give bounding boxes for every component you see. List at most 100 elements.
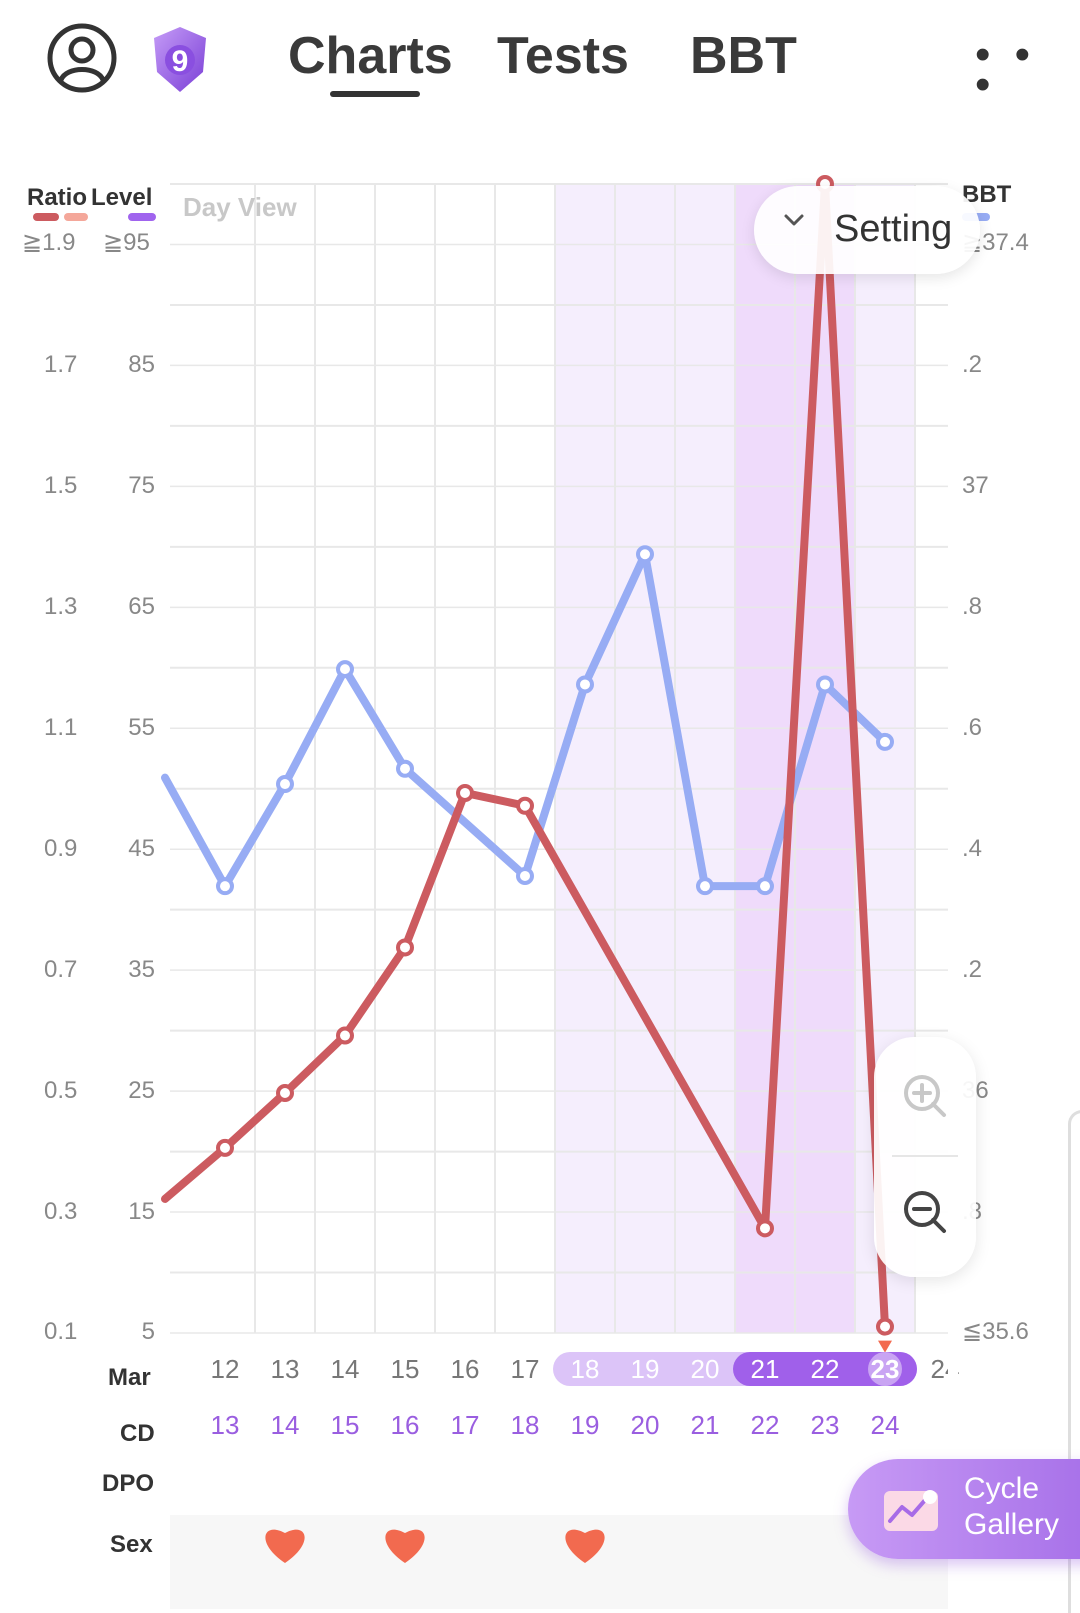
- day-view-label: Day View: [183, 192, 297, 222]
- ratio-data-point: [216, 1138, 234, 1157]
- bbt-data-point: [576, 675, 594, 694]
- date-label: 17: [511, 1354, 540, 1384]
- bbt-tick-label: .2: [962, 956, 982, 983]
- date-label: 21: [751, 1354, 780, 1384]
- setting-button[interactable]: Setting: [754, 186, 980, 274]
- ratio-tick-label: 0.5: [44, 1077, 77, 1104]
- ratio-data-point: [876, 1317, 894, 1336]
- level-tick-label: 55: [128, 714, 155, 741]
- bbt-tick-label: .8: [962, 593, 982, 620]
- bbt-data-point: [396, 759, 414, 778]
- date-label: 12: [211, 1354, 240, 1384]
- cycle-day-label: 22: [751, 1410, 780, 1440]
- cycle-day-label: 15: [331, 1410, 360, 1440]
- trend-chart-icon: [884, 1490, 938, 1531]
- cycle-day-label: 16: [391, 1410, 420, 1440]
- cycle-day-label: 14: [271, 1410, 300, 1440]
- ratio-tick-label: 1.7: [44, 351, 77, 378]
- level-badge-icon[interactable]: 9: [148, 24, 212, 96]
- cycle-day-label: 24: [871, 1410, 900, 1440]
- ratio-tick-label: 1.3: [44, 593, 77, 620]
- cd-row-label: CD: [120, 1420, 155, 1447]
- gallery-label-line1: Cycle: [964, 1472, 1040, 1505]
- ratio-tick-label: 0.9: [44, 835, 77, 862]
- ratio-tick-label: 0.7: [44, 956, 77, 983]
- badge-level-text: 9: [172, 45, 189, 78]
- chevron-down-icon: [784, 214, 804, 226]
- zoom-divider: [892, 1155, 958, 1157]
- level-tick-label: 25: [128, 1077, 155, 1104]
- tab-charts[interactable]: Charts: [288, 27, 453, 85]
- tab-tests[interactable]: Tests: [497, 27, 629, 85]
- dpo-row-label: DPO: [102, 1470, 154, 1497]
- date-row-mask: [948, 1340, 958, 1400]
- active-tab-indicator: [330, 91, 420, 97]
- bbt-data-point: [216, 877, 234, 896]
- bbt-bottom-tick: ≦35.6: [962, 1318, 1029, 1345]
- more-options-icon[interactable]: • • •: [975, 30, 1037, 109]
- ratio-data-point: [336, 1026, 354, 1045]
- cycle-day-label: 18: [511, 1410, 540, 1440]
- ratio-data-point: [516, 796, 534, 815]
- level-tick-label: 85: [128, 351, 155, 378]
- heart-icon: [265, 1529, 305, 1563]
- cycle-gallery-button[interactable]: Cycle Gallery: [848, 1459, 1080, 1559]
- date-label: 20: [691, 1354, 720, 1384]
- level-tick-label: 35: [128, 956, 155, 983]
- date-label: 19: [631, 1354, 660, 1384]
- date-label: 14: [331, 1354, 360, 1384]
- cycle-day-label: 23: [811, 1410, 840, 1440]
- profile-icon[interactable]: [46, 22, 118, 94]
- date-label: 23: [871, 1354, 900, 1384]
- ratio-top-tick: ≧1.9: [22, 229, 75, 256]
- level-tick-label: 75: [128, 472, 155, 499]
- ratio-legend-swatch-2: [64, 213, 88, 221]
- zoom-in-icon[interactable]: [902, 1073, 948, 1119]
- ratio-data-point: [276, 1083, 294, 1102]
- level-top-tick: ≧95: [103, 229, 150, 256]
- bbt-series-line: [161, 550, 889, 891]
- heart-icon: [385, 1529, 425, 1563]
- bbt-tick-label: .4: [962, 835, 982, 862]
- tab-bbt[interactable]: BBT: [690, 27, 797, 85]
- bbt-data-point: [876, 732, 894, 751]
- level-tick-label: 15: [128, 1198, 155, 1225]
- ratio-legend-swatch: [33, 213, 59, 221]
- cycle-day-label: 13: [211, 1410, 240, 1440]
- zoom-out-icon[interactable]: [902, 1189, 948, 1235]
- bbt-data-point: [276, 775, 294, 794]
- date-label: 13: [271, 1354, 300, 1384]
- bbt-data-point: [636, 545, 654, 564]
- bbt-tick-label: .2: [962, 351, 982, 378]
- sex-row-background: [170, 1515, 948, 1609]
- zoom-controls: [874, 1037, 976, 1277]
- level-tick-label: 5: [142, 1318, 155, 1345]
- heart-icon: [565, 1529, 605, 1563]
- ratio-tick-label: 0.1: [44, 1318, 77, 1345]
- level-tick-label: 45: [128, 835, 155, 862]
- bbt-data-point: [696, 877, 714, 896]
- setting-label: Setting: [834, 208, 953, 250]
- bbt-data-point: [756, 877, 774, 896]
- date-label: 15: [391, 1354, 420, 1384]
- cycle-day-label: 21: [691, 1410, 720, 1440]
- ratio-data-point: [756, 1219, 774, 1238]
- cycle-day-label: 20: [631, 1410, 660, 1440]
- bbt-tick-label: 37: [962, 472, 989, 499]
- gallery-label-line2: Gallery: [964, 1508, 1060, 1541]
- date-label: 16: [451, 1354, 480, 1384]
- top-bar: 9 Charts Tests BBT • • •: [0, 0, 1080, 120]
- cycle-day-label: 19: [571, 1410, 600, 1440]
- month-label: Mar: [108, 1364, 151, 1391]
- ratio-series-line: [161, 180, 889, 1331]
- ratio-axis-title: Ratio: [27, 184, 87, 211]
- plot-area: [161, 175, 894, 1353]
- sex-row-label: Sex: [110, 1531, 153, 1558]
- bbt-data-point: [516, 866, 534, 885]
- level-tick-label: 65: [128, 593, 155, 620]
- bbt-data-point: [336, 660, 354, 679]
- bbt-tick-label: .6: [962, 714, 982, 741]
- below-range-arrow: [878, 1340, 892, 1353]
- today-marker: [868, 1352, 902, 1386]
